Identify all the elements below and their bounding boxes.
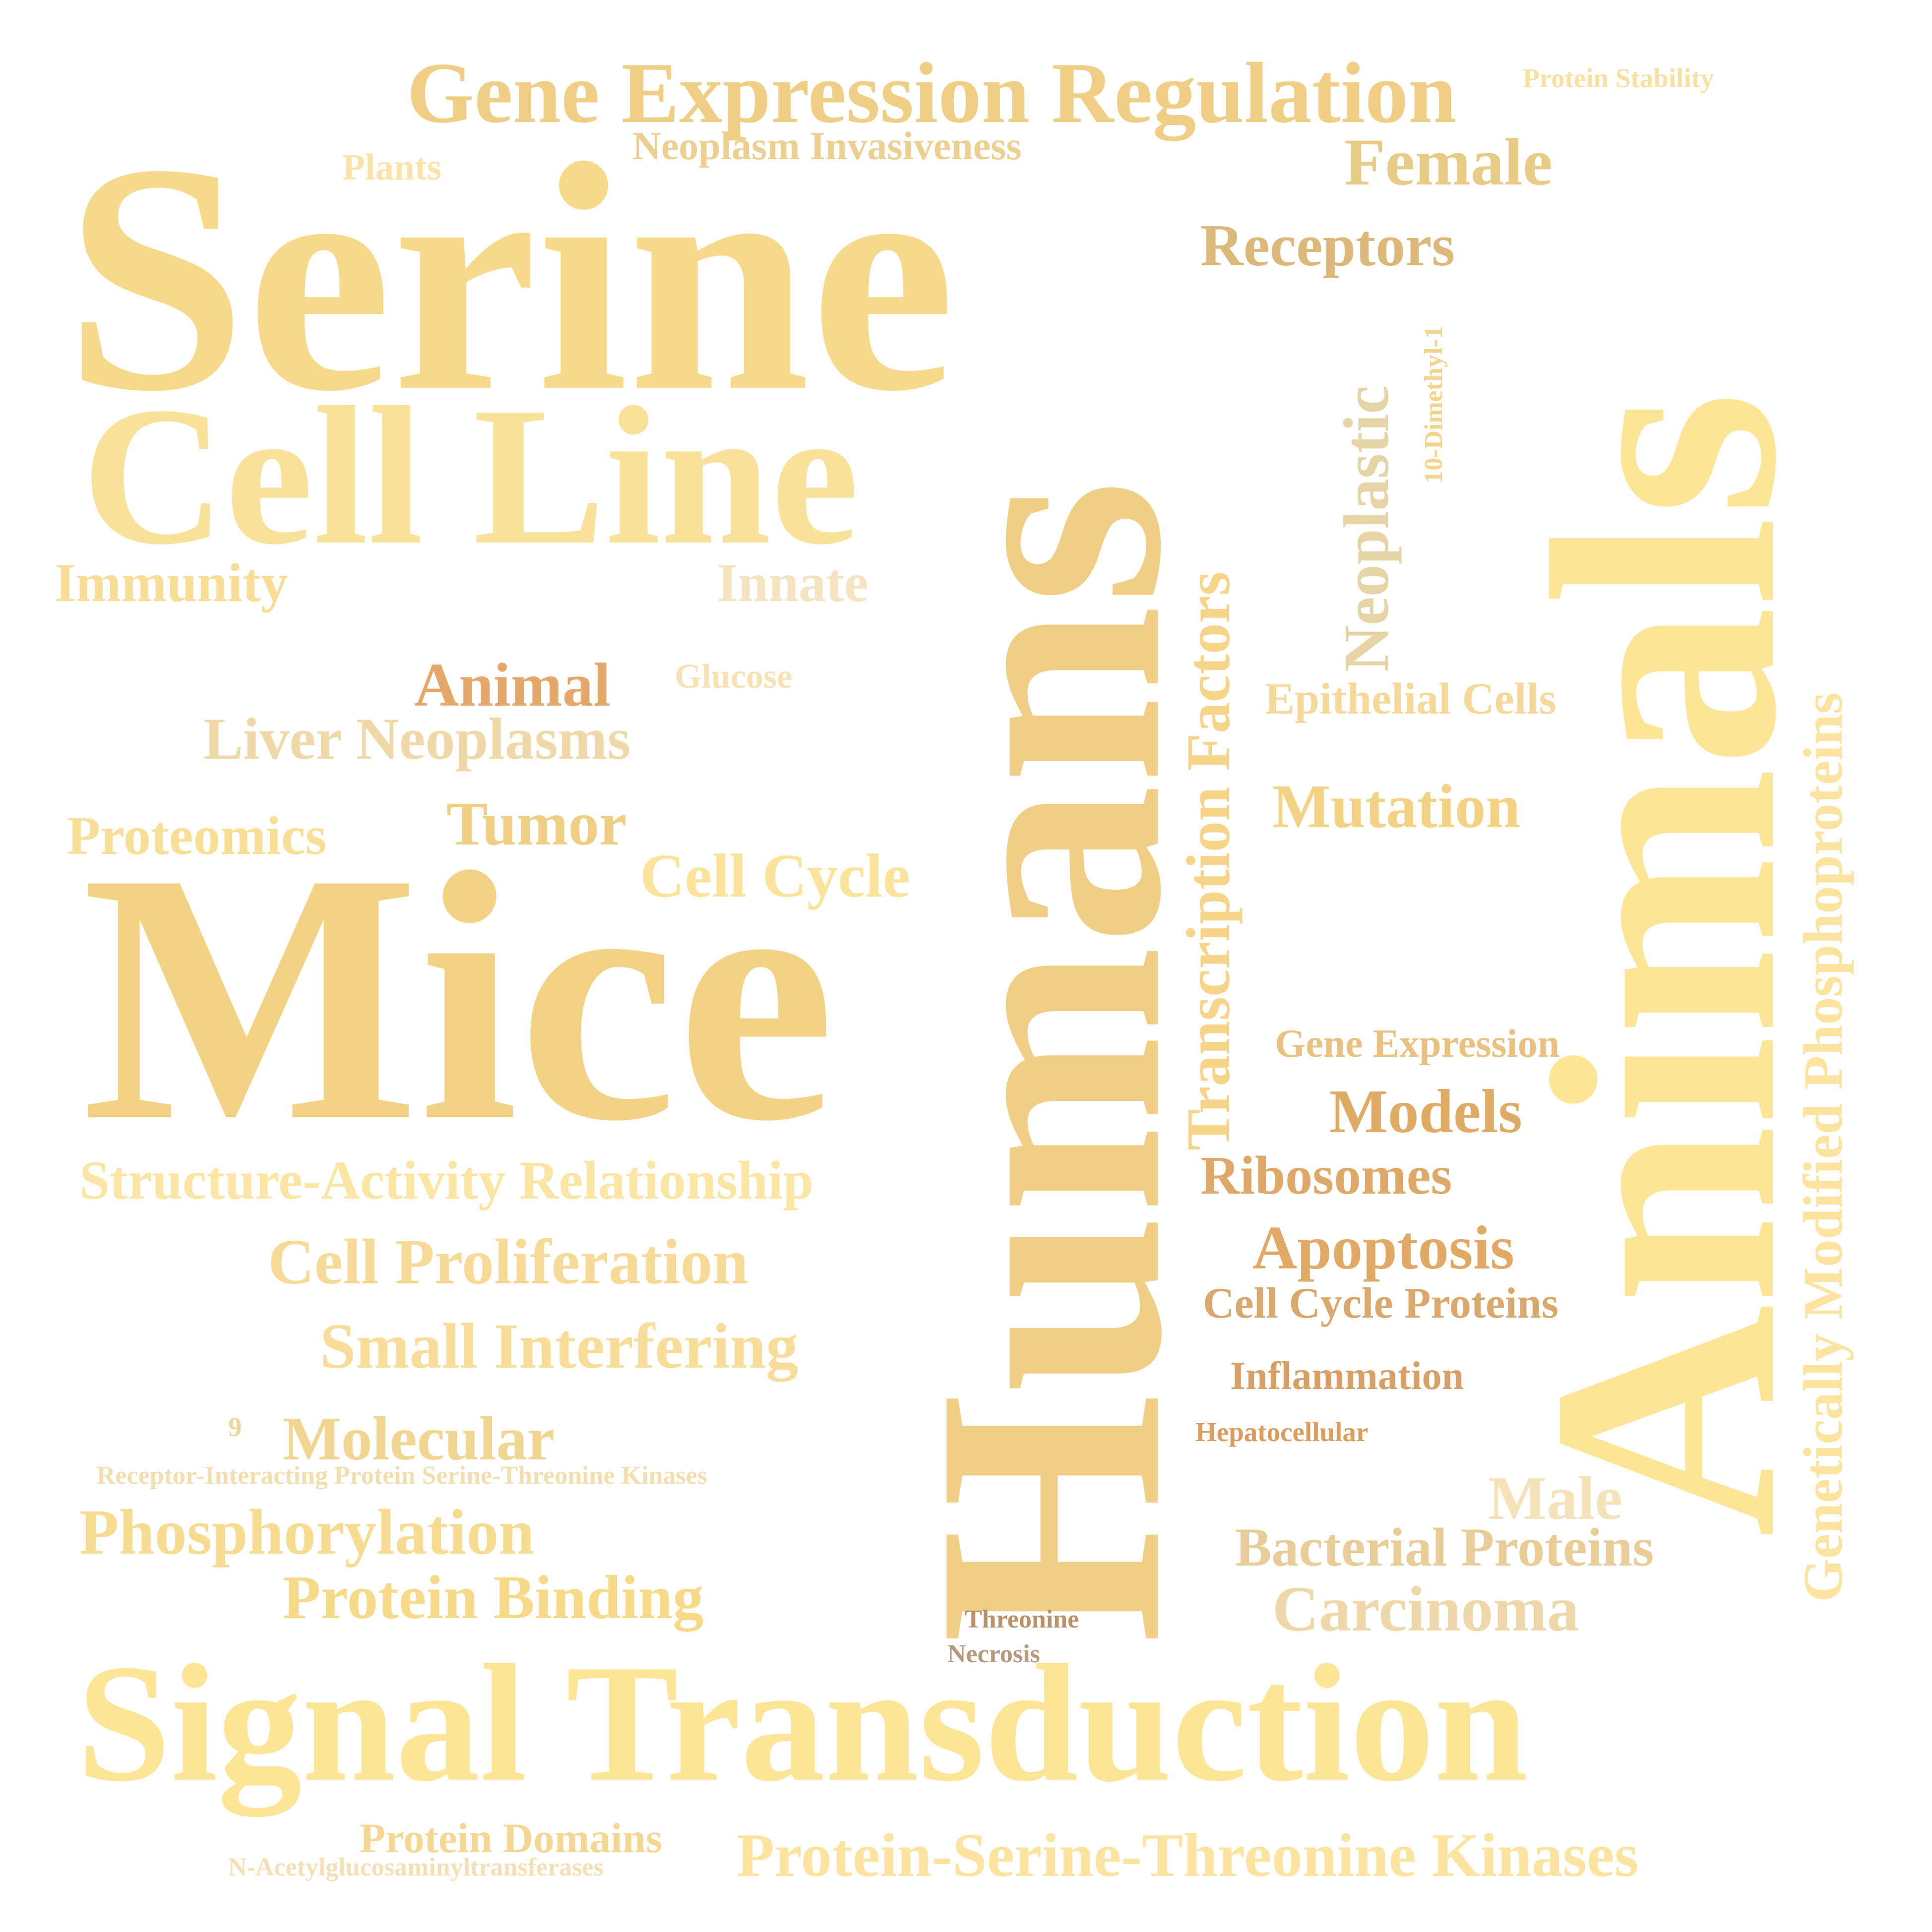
word-serine: Serine <box>64 96 956 459</box>
word-innate: Innate <box>717 552 869 613</box>
word-tumor: Tumor <box>446 790 627 858</box>
word-threonine: Threonine <box>965 1605 1079 1633</box>
word-necrosis: Necrosis <box>947 1640 1040 1668</box>
word-protein-serine-threonine-kinases: Protein-Serine-Threonine Kinases <box>737 1821 1639 1890</box>
word-models: Models <box>1329 1078 1522 1146</box>
word-proteomics: Proteomics <box>67 805 327 866</box>
word-cell-line: Cell Line <box>82 366 859 586</box>
word-mutation: Mutation <box>1272 773 1520 841</box>
word-ribosomes: Ribosomes <box>1200 1145 1452 1206</box>
word-female: Female <box>1344 125 1553 199</box>
word-carcinoma: Carcinoma <box>1272 1573 1579 1645</box>
word-cell-cycle-proteins: Cell Cycle Proteins <box>1203 1279 1558 1328</box>
word-n-acetylglucosaminyltransferases: N-Acetylglucosaminyltransferases <box>228 1853 604 1881</box>
word-epithelial-cells: Epithelial Cells <box>1265 674 1557 724</box>
word-dimethyl: 10-Dimethyl-1 <box>1420 326 1448 483</box>
word-protein-binding: Protein Binding <box>283 1564 704 1632</box>
word-liver-neoplasms: Liver Neoplasms <box>203 706 631 772</box>
word-protein-domains: Protein Domains <box>360 1815 662 1862</box>
word-transcription-factors: Transcription Factors <box>1175 571 1243 1150</box>
word-nine: 9 <box>228 1412 242 1442</box>
word-humans: Humans <box>871 480 1228 1644</box>
word-mice: Mice <box>82 799 835 1195</box>
word-glucose: Glucose <box>675 658 793 696</box>
word-gene-expression: Gene Expression <box>1275 1022 1560 1066</box>
word-genetically-modified-phosphoproteins: Genetically Modified Phosphoproteins <box>1793 692 1854 1602</box>
word-animal: Animal <box>414 651 611 720</box>
word-neoplastic: Neoplastic <box>1331 385 1402 672</box>
word-apoptosis: Apoptosis <box>1252 1214 1514 1282</box>
word-male: Male <box>1488 1464 1622 1533</box>
word-phosphorylation: Phosphorylation <box>79 1497 535 1568</box>
word-neoplasm-invasiveness: Neoplasm Invasiveness <box>632 124 1022 168</box>
word-signal-transduction: Signal Transduction <box>77 1630 1528 1816</box>
word-cell-cycle: Cell Cycle <box>640 842 910 910</box>
word-receptor-interacting-protein-kinases: Receptor-Interacting Protein Serine-Thre… <box>97 1461 707 1490</box>
word-inflammation: Inflammation <box>1230 1354 1464 1398</box>
word-structure-activity-relationship: Structure-Activity Relationship <box>79 1150 813 1210</box>
word-immunity: Immunity <box>55 552 288 613</box>
word-receptors: Receptors <box>1200 212 1455 278</box>
word-gene-expression-regulation: Gene Expression Regulation <box>407 45 1457 141</box>
word-plants: Plants <box>342 147 442 188</box>
word-animals: Animals <box>1486 391 1843 1538</box>
word-hepatocellular: Hepatocellular <box>1195 1417 1369 1447</box>
word-small-interfering: Small Interfering <box>320 1311 799 1382</box>
word-molecular: Molecular <box>283 1405 555 1473</box>
word-bacterial-proteins: Bacterial Proteins <box>1235 1517 1654 1577</box>
word-protein-stability: Protein Stability <box>1523 63 1714 93</box>
word-cell-proliferation: Cell Proliferation <box>268 1226 748 1298</box>
